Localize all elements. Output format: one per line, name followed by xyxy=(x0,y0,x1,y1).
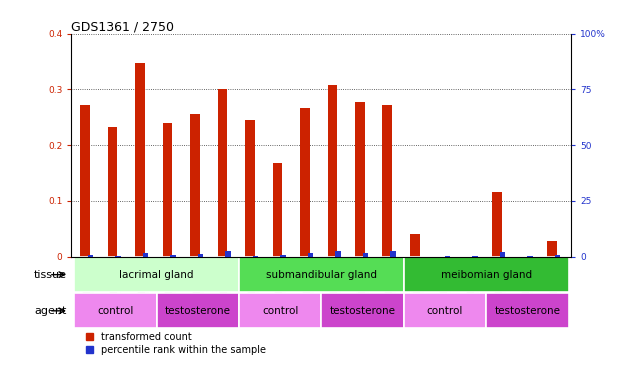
Bar xyxy=(225,251,231,257)
Bar xyxy=(190,114,200,256)
Text: control: control xyxy=(97,306,134,316)
Text: agent: agent xyxy=(34,306,66,316)
Bar xyxy=(170,255,176,257)
Bar xyxy=(273,163,282,256)
Bar xyxy=(156,294,239,328)
Bar xyxy=(116,256,121,257)
Text: testosterone: testosterone xyxy=(330,306,396,316)
Bar xyxy=(163,123,173,256)
Bar xyxy=(355,102,365,256)
Bar xyxy=(88,255,93,257)
Bar xyxy=(555,255,560,257)
Bar xyxy=(322,294,404,328)
Text: submandibular gland: submandibular gland xyxy=(266,270,377,280)
Bar xyxy=(473,256,478,257)
Bar xyxy=(239,294,322,328)
Bar xyxy=(135,63,145,256)
Bar xyxy=(218,90,227,256)
Text: GDS1361 / 2750: GDS1361 / 2750 xyxy=(71,21,175,34)
Legend: transformed count, percentile rank within the sample: transformed count, percentile rank withi… xyxy=(86,332,266,355)
Text: testosterone: testosterone xyxy=(165,306,231,316)
Bar xyxy=(245,120,255,256)
Bar xyxy=(445,256,450,257)
Bar xyxy=(253,256,258,257)
Text: control: control xyxy=(262,306,298,316)
Text: meibomian gland: meibomian gland xyxy=(441,270,532,280)
Bar xyxy=(390,251,396,257)
Text: control: control xyxy=(427,306,463,316)
Bar xyxy=(486,294,569,328)
Bar xyxy=(383,105,392,256)
Text: tissue: tissue xyxy=(34,270,66,280)
Bar xyxy=(197,254,203,257)
Bar xyxy=(143,253,148,257)
Bar xyxy=(335,251,340,257)
Bar xyxy=(547,241,557,256)
Bar xyxy=(327,85,337,256)
Bar xyxy=(363,253,368,257)
Bar xyxy=(80,105,90,256)
Text: testosterone: testosterone xyxy=(494,306,560,316)
Bar xyxy=(280,255,286,257)
Bar xyxy=(404,257,569,292)
Text: lacrimal gland: lacrimal gland xyxy=(119,270,194,280)
Bar xyxy=(74,294,156,328)
Bar xyxy=(239,257,404,292)
Bar xyxy=(527,256,533,257)
Bar xyxy=(108,128,117,256)
Bar xyxy=(300,108,310,256)
Bar xyxy=(492,192,502,256)
Bar xyxy=(500,252,505,257)
Bar xyxy=(404,294,486,328)
Bar xyxy=(74,257,239,292)
Bar xyxy=(307,253,313,257)
Bar xyxy=(410,234,420,256)
